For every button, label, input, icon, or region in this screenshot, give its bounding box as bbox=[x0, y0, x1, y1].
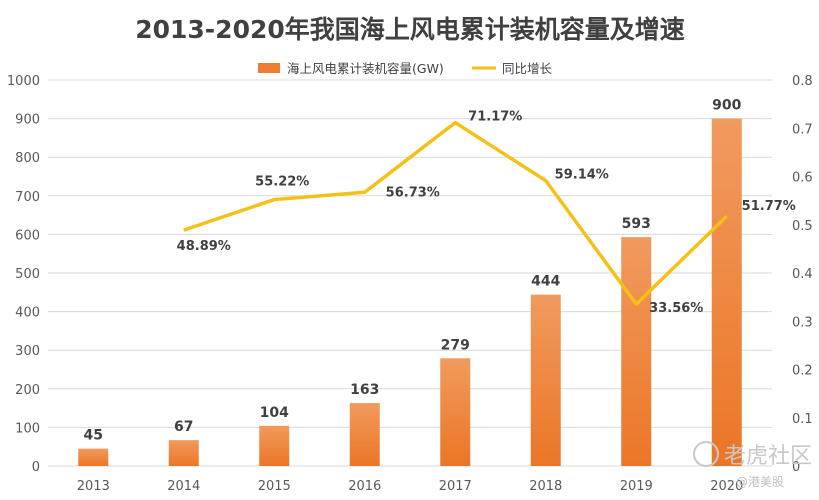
legend-bar-label: 海上风电累计装机容量(GW) bbox=[287, 61, 444, 76]
y-tick-label-right: 0.6 bbox=[792, 171, 813, 186]
y-tick-label-right: 0.2 bbox=[792, 364, 813, 379]
bar bbox=[259, 425, 290, 466]
y-tick-label-right: 0.1 bbox=[792, 412, 813, 427]
x-tick-label: 2014 bbox=[167, 479, 200, 494]
bar-value-label: 279 bbox=[441, 337, 470, 353]
bar bbox=[440, 358, 471, 466]
y-tick-label-right: 0.4 bbox=[792, 267, 813, 282]
line-value-label: 33.56% bbox=[649, 301, 703, 316]
line-value-label: 71.17% bbox=[468, 110, 522, 125]
bar bbox=[78, 448, 109, 466]
x-tick-label: 2016 bbox=[348, 479, 381, 494]
y-tick-label-right: 0.5 bbox=[792, 219, 813, 234]
y-tick-label-right: 0 bbox=[792, 460, 800, 475]
y-tick-label-left: 600 bbox=[15, 228, 40, 243]
x-tick-label: 2017 bbox=[439, 479, 472, 494]
bar-value-label: 900 bbox=[712, 98, 741, 114]
right-axis: 0 0.1 0.2 0.3 0.4 0.5 0.6 0.7 0.8 bbox=[792, 74, 813, 475]
x-tick-label: 2019 bbox=[620, 479, 653, 494]
chart-title: 2013-2020年我国海上风电累计装机容量及增速 bbox=[135, 15, 685, 44]
line-value-label: 55.22% bbox=[255, 175, 309, 190]
x-axis: 2013 2014 2015 2016 2017 2018 2019 2020 bbox=[77, 479, 744, 494]
y-tick-label-right: 0.7 bbox=[792, 122, 813, 137]
y-tick-label-left: 0 bbox=[32, 460, 40, 475]
legend-line-label: 同比增长 bbox=[502, 61, 553, 76]
gridlines bbox=[48, 79, 772, 467]
x-tick-label: 2013 bbox=[77, 479, 110, 494]
y-tick-label-left: 800 bbox=[15, 151, 40, 166]
y-tick-label-left: 200 bbox=[15, 383, 40, 398]
line-value-label: 51.77% bbox=[742, 199, 796, 214]
line-value-label: 56.73% bbox=[386, 185, 440, 200]
bar bbox=[530, 294, 561, 466]
bar-series bbox=[78, 118, 742, 466]
bar-value-label: 45 bbox=[84, 428, 103, 444]
y-tick-label-left: 300 bbox=[15, 344, 40, 359]
bar bbox=[349, 403, 380, 466]
legend: 海上风电累计装机容量(GW) 同比增长 bbox=[258, 61, 553, 76]
bar bbox=[711, 118, 742, 466]
watermark: 老虎社区 @港美股 bbox=[693, 441, 812, 489]
watermark-text: 老虎社区 bbox=[724, 444, 812, 469]
y-tick-label-left: 900 bbox=[15, 113, 40, 128]
legend-bar-swatch bbox=[258, 63, 280, 73]
bar-value-label: 67 bbox=[174, 419, 193, 435]
bar bbox=[621, 237, 652, 466]
growth-line bbox=[183, 120, 728, 306]
bar bbox=[168, 440, 199, 466]
data-labels: 45 67 104 163 279 444 593 900 48.89% 55.22% 56.73%… bbox=[84, 98, 796, 444]
watermark-subtext: @港美股 bbox=[736, 475, 784, 489]
y-tick-label-left: 500 bbox=[15, 267, 40, 282]
tiger-logo-icon bbox=[693, 441, 719, 467]
y-tick-label-left: 100 bbox=[15, 421, 40, 436]
x-tick-label: 2018 bbox=[529, 479, 562, 494]
y-tick-label-left: 400 bbox=[15, 306, 40, 321]
bar-value-label: 104 bbox=[260, 405, 289, 421]
bar-value-label: 593 bbox=[622, 216, 651, 232]
left-axis: 0 100 200 300 400 500 600 700 800 900 1000 bbox=[7, 74, 40, 475]
x-tick-label: 2020 bbox=[710, 479, 743, 494]
bar-value-label: 163 bbox=[350, 382, 379, 398]
bar-value-label: 444 bbox=[531, 274, 560, 290]
line-series bbox=[183, 120, 728, 306]
x-tick-label: 2015 bbox=[258, 479, 291, 494]
line-value-label: 48.89% bbox=[177, 239, 231, 254]
y-tick-label-right: 0.3 bbox=[792, 315, 813, 330]
y-tick-label-right: 0.8 bbox=[792, 74, 813, 89]
y-tick-label-left: 1000 bbox=[7, 74, 40, 89]
y-tick-label-left: 700 bbox=[15, 190, 40, 205]
line-value-label: 59.14% bbox=[555, 168, 609, 183]
